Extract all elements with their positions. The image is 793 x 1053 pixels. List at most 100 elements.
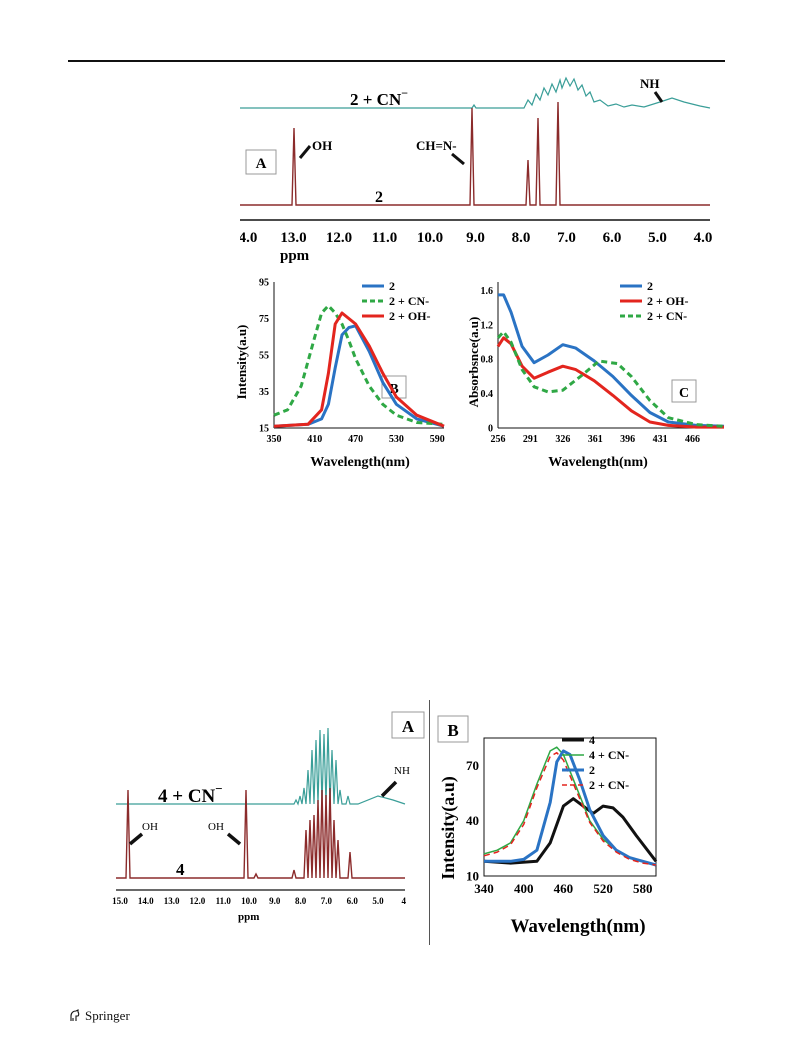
- x-tick-label: 396: [620, 434, 635, 445]
- header-rule: [68, 60, 725, 62]
- chart-b1-xlabel: Wavelength(nm): [310, 455, 410, 470]
- annotation-oh-2: OH: [208, 821, 224, 833]
- nmr-xlabel: ppm: [280, 248, 310, 264]
- legend-label: 2 + OH-: [389, 309, 431, 323]
- nmr-tick-label: 9.0: [466, 230, 485, 246]
- nmr4-tick-label: 11.0: [216, 896, 232, 906]
- publisher-name: Springer: [85, 1008, 130, 1023]
- annotation-ch-n: CH=N-: [416, 138, 457, 153]
- series-line-2: [496, 330, 725, 428]
- x-tick-label: 520: [593, 881, 613, 896]
- chart-b2-xlabel: Wavelength(nm): [510, 916, 645, 937]
- nmr4-panel-label: A: [402, 717, 415, 736]
- series-line-1: [273, 304, 445, 426]
- y-tick-label: 1.2: [481, 320, 494, 331]
- y-tick-label: 75: [259, 314, 269, 325]
- legend-label: 2 + CN-: [647, 309, 687, 323]
- y-tick-label: 35: [259, 387, 269, 398]
- annotation-nh-2: NH: [394, 765, 410, 777]
- nmr4-tick-label: 9.0: [269, 896, 281, 906]
- nmr-tick-label: 8.0: [512, 230, 531, 246]
- fluorescence-chart-4: B Intensity(a.u) Wavelength(nm) 340 400 46…: [437, 715, 658, 937]
- series-line-0: [498, 293, 725, 428]
- nmr4-tick-label: 7.0: [321, 896, 333, 906]
- springer-horse-icon: [70, 1009, 80, 1021]
- nmr-tick-label: 6.0: [603, 230, 622, 246]
- legend-label: 2: [389, 279, 395, 293]
- x-tick-label: 340: [474, 881, 494, 896]
- page-footer: Springer: [68, 1008, 130, 1024]
- chart-b2-ylabel: Intensity(a.u): [438, 776, 459, 880]
- x-tick-label: 291: [523, 434, 538, 445]
- y-tick-label: 15: [259, 423, 269, 434]
- annotation-nh: NH: [640, 76, 660, 91]
- legend-label: 4 + CN-: [589, 748, 629, 762]
- nmr-lower-trace-label: 2: [375, 189, 383, 206]
- nmr-tick-label: 4.0: [240, 230, 257, 246]
- legend-label: 2 + CN-: [589, 778, 629, 792]
- legend-label: 2: [647, 279, 653, 293]
- nmr4-trace-lower: [116, 787, 405, 879]
- y-tick-label: 0: [488, 423, 493, 434]
- y-tick-label: 55: [259, 350, 269, 361]
- nmr4-ticks: 15.0 14.0 13.0 12.0 11.0 10.0 9.0 8.0 7.0 6.0 5.0 4: [112, 889, 407, 906]
- legend-label: 2: [589, 763, 595, 777]
- nmr-ticks: 4.0 13.0 12.0 11.0 10.0 9.0 8.0 7.0 6.0 5.0 4.0: [240, 230, 712, 246]
- y-tick-label: 70: [466, 758, 479, 773]
- x-tick-label: 350: [267, 434, 282, 445]
- y-tick-label: 40: [466, 813, 479, 828]
- nmr-tick-label: 5.0: [648, 230, 667, 246]
- arrow-oh-2-icon: [226, 832, 242, 846]
- chart-b1-panel-label: B: [389, 382, 398, 397]
- y-tick-label: 95: [259, 277, 269, 288]
- nmr-upper-trace-label: 2 + CN−: [350, 86, 408, 109]
- x-tick-label: 361: [588, 434, 603, 445]
- nmr4-tick-label: 12.0: [190, 896, 206, 906]
- nmr4-tick-label: 5.0: [372, 896, 384, 906]
- legend-label: 2 + CN-: [389, 294, 429, 308]
- annotation-oh-1: OH: [142, 821, 158, 833]
- x-tick-label: 400: [514, 881, 534, 896]
- series-line-2: [484, 749, 657, 867]
- x-tick-label: 466: [685, 434, 700, 445]
- x-tick-label: 431: [653, 434, 668, 445]
- annotation-oh: OH: [312, 138, 332, 153]
- arrow-nh-icon: [653, 91, 664, 103]
- nmr-tick-label: 7.0: [557, 230, 576, 246]
- nmr4-tick-label: 4: [402, 896, 407, 906]
- nmr-tick-label: 11.0: [372, 230, 397, 246]
- x-tick-label: 530: [389, 434, 404, 445]
- x-tick-label: 460: [554, 881, 574, 896]
- nmr-spectrum-4: A 4 + CN− 4 OH OH NH 15.0 14.0 13.0 12.0 11.…: [112, 711, 425, 923]
- x-tick-label: 590: [430, 434, 445, 445]
- nmr-tick-label: 12.0: [326, 230, 352, 246]
- nmr4-tick-label: 6.0: [347, 896, 359, 906]
- chart-c1-panel-label: C: [679, 386, 689, 401]
- y-tick-label: 1.6: [481, 286, 494, 297]
- nmr4-tick-label: 14.0: [138, 896, 154, 906]
- nmr4-tick-label: 8.0: [295, 896, 307, 906]
- arrow-nh-2-icon: [380, 780, 398, 798]
- y-tick-label: 0.8: [481, 355, 494, 366]
- series-line-1: [483, 746, 657, 866]
- nmr4-tick-label: 15.0: [112, 896, 128, 906]
- nmr-tick-label: 13.0: [280, 230, 306, 246]
- nmr-trace-upper: [240, 76, 711, 109]
- nmr-panel-label: A: [256, 156, 267, 172]
- nmr4-xlabel: ppm: [238, 911, 259, 923]
- chart-c1-xlabel: Wavelength(nm): [548, 455, 648, 470]
- arrow-oh-icon: [298, 145, 312, 159]
- series-line-2: [273, 311, 445, 428]
- nmr-tick-label: 4.0: [694, 230, 713, 246]
- nmr-spectrum-2: A 2 + CN− 2 OH CH=N- NH 4.0 13.0 12.0 11.0 1…: [240, 76, 712, 264]
- y-tick-label: 10: [466, 868, 479, 883]
- x-tick-label: 256: [491, 434, 506, 445]
- nmr4-tick-label: 13.0: [164, 896, 180, 906]
- chart-c1-ylabel: Absorbsnce(a.u): [466, 317, 481, 408]
- x-tick-label: 326: [555, 434, 570, 445]
- series-line-0: [483, 797, 658, 865]
- legend-label: 4: [589, 733, 595, 747]
- chart-b2-panel-label: B: [447, 721, 458, 740]
- arrow-oh-1-icon: [128, 832, 144, 846]
- fluorescence-chart-2: Intensity(a.u) Wavelength(nm) B 350 410 47…: [234, 277, 445, 470]
